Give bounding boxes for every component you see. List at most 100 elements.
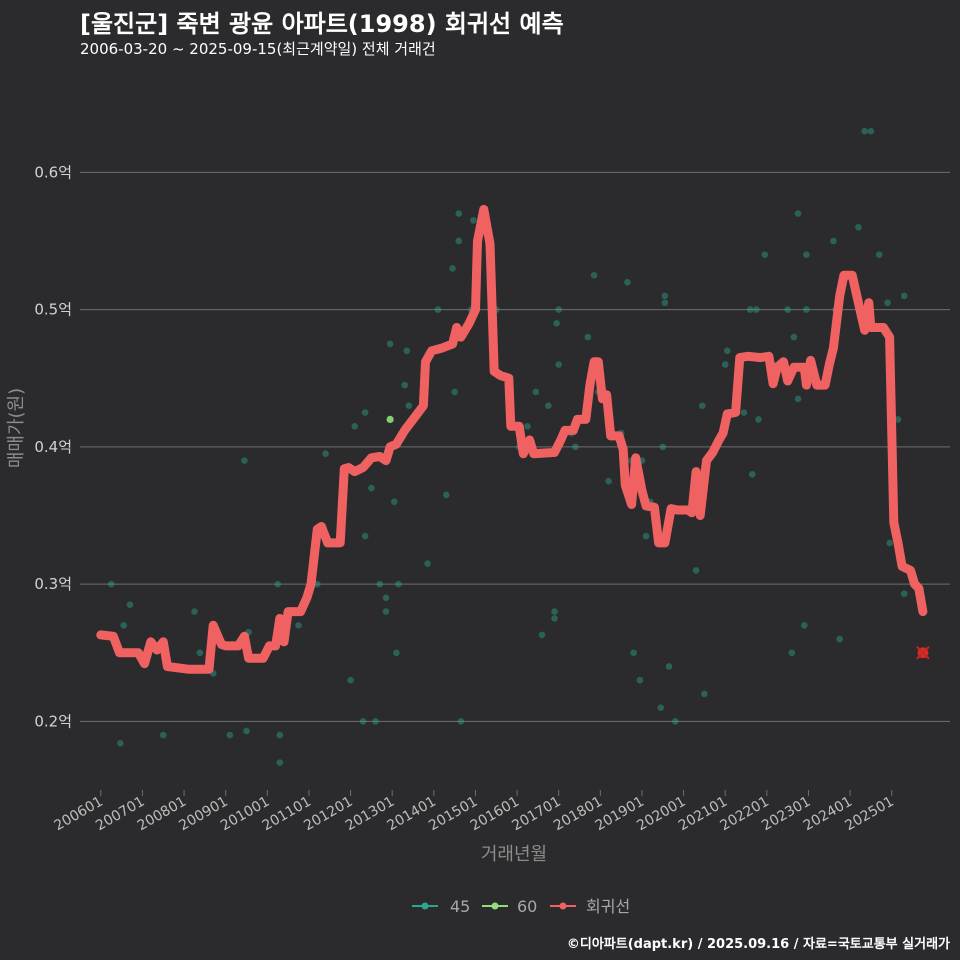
scatter-point-45[interactable] [657,704,664,711]
scatter-point-45[interactable] [196,649,204,657]
y-tick-label: 0.6억 [34,163,72,181]
scatter-point-45[interactable] [801,621,808,629]
scatter-point-45[interactable] [723,347,731,355]
legend-swatch-60-dot [491,902,499,910]
scatter-point-45[interactable] [372,718,379,725]
scatter-point-45[interactable] [274,580,282,588]
scatter-point-45[interactable] [276,759,284,766]
scatter-point-45[interactable] [894,416,902,423]
scatter-point-45[interactable] [867,127,875,135]
scatter-point-45[interactable] [740,409,748,416]
scatter-point-45[interactable] [861,127,868,135]
scatter-point-45[interactable] [451,388,458,396]
scatter-point-45[interactable] [803,306,810,313]
scatter-point-45[interactable] [794,395,802,403]
scatter-point-45[interactable] [159,731,167,739]
scatter-point-45[interactable] [322,450,329,458]
scatter-point-45[interactable] [721,361,729,368]
scatter-point-45[interactable] [382,594,390,602]
scatter-point-45[interactable] [382,608,390,615]
scatter-point-45[interactable] [553,320,560,327]
scatter-point-45[interactable] [790,333,798,341]
scatter-point-45[interactable] [624,278,631,286]
scatter-point-45[interactable] [545,402,552,409]
scatter-point-45[interactable] [900,590,908,598]
scatter-point-45[interactable] [470,217,477,224]
scatter-point-45[interactable] [241,457,248,464]
scatter-point-45[interactable] [794,210,802,217]
scatter-point-45[interactable] [875,251,883,259]
scatter-point-60[interactable] [386,415,394,424]
legend-item-regression[interactable]: 회귀선 [550,897,630,916]
scatter-point-45[interactable] [455,237,463,245]
scatter-point-45[interactable] [692,567,700,574]
scatter-point-45[interactable] [748,471,756,478]
scatter-point-45[interactable] [347,676,354,684]
scatter-point-45[interactable] [642,532,650,540]
scatter-point-45[interactable] [659,443,667,451]
scatter-point-45[interactable] [665,663,673,670]
scatter-point-45[interactable] [532,388,540,396]
scatter-point-45[interactable] [538,631,546,639]
scatter-point-45[interactable] [551,608,558,615]
scatter-point-45[interactable] [359,718,367,725]
scatter-point-45[interactable] [226,731,234,739]
scatter-point-45[interactable] [753,306,760,313]
scatter-point-45[interactable] [295,621,302,629]
scatter-point-45[interactable] [755,416,762,423]
scatter-point-45[interactable] [572,443,579,451]
scatter-point-45[interactable] [455,210,463,217]
scatter-point-45[interactable] [830,237,837,245]
scatter-point-45[interactable] [855,223,862,231]
scatter-point-45[interactable] [886,539,893,547]
scatter-point-45[interactable] [836,635,843,643]
scatter-point-45[interactable] [784,306,791,313]
scatter-point-45[interactable] [386,340,394,348]
scatter-point-45[interactable] [424,560,431,567]
scatter-point-45[interactable] [900,292,908,300]
scatter-point-45[interactable] [276,731,284,739]
scatter-point-45[interactable] [376,580,384,588]
scatter-point-45[interactable] [449,265,456,272]
scatter-point-45[interactable] [584,333,592,341]
scatter-point-45[interactable] [443,491,450,499]
scatter-point-45[interactable] [434,306,442,313]
legend-item-60[interactable]: 60 [482,897,537,916]
scatter-point-45[interactable] [555,306,563,313]
scatter-point-45[interactable] [746,306,754,313]
scatter-point-45[interactable] [126,601,134,609]
scatter-point-45[interactable] [884,299,891,307]
scatter-point-45[interactable] [605,477,612,485]
scatter-point-45[interactable] [636,676,644,684]
scatter-point-45[interactable] [661,299,669,307]
scatter-point-45[interactable] [390,498,398,506]
scatter-point-45[interactable] [191,608,198,615]
scatter-point-45[interactable] [457,718,465,725]
scatter-point-45[interactable] [401,381,408,389]
scatter-point-45[interactable] [395,580,402,588]
scatter-point-45[interactable] [590,271,598,279]
scatter-point-45[interactable] [555,361,563,368]
scatter-point-45[interactable] [351,422,359,430]
scatter-point-45[interactable] [761,251,769,259]
scatter-point-45[interactable] [405,402,413,409]
scatter-point-45[interactable] [243,727,250,735]
scatter-point-45[interactable] [551,615,558,622]
scatter-point-45[interactable] [393,649,400,657]
legend-item-45[interactable]: 45 [412,897,470,916]
scatter-point-45[interactable] [107,580,115,588]
scatter-point-45[interactable] [699,402,706,409]
scatter-point-45[interactable] [671,718,679,725]
scatter-point-45[interactable] [701,690,708,698]
scatter-point-45[interactable] [117,740,124,747]
scatter-point-45[interactable] [630,649,637,657]
scatter-point-45[interactable] [361,409,369,416]
scatter-point-45[interactable] [524,422,531,430]
scatter-point-45[interactable] [403,347,411,355]
scatter-point-45[interactable] [361,532,369,540]
scatter-point-45[interactable] [803,251,810,259]
scatter-point-45[interactable] [120,621,128,629]
scatter-point-45[interactable] [788,649,796,657]
scatter-point-45[interactable] [661,292,669,300]
scatter-point-45[interactable] [368,484,375,492]
